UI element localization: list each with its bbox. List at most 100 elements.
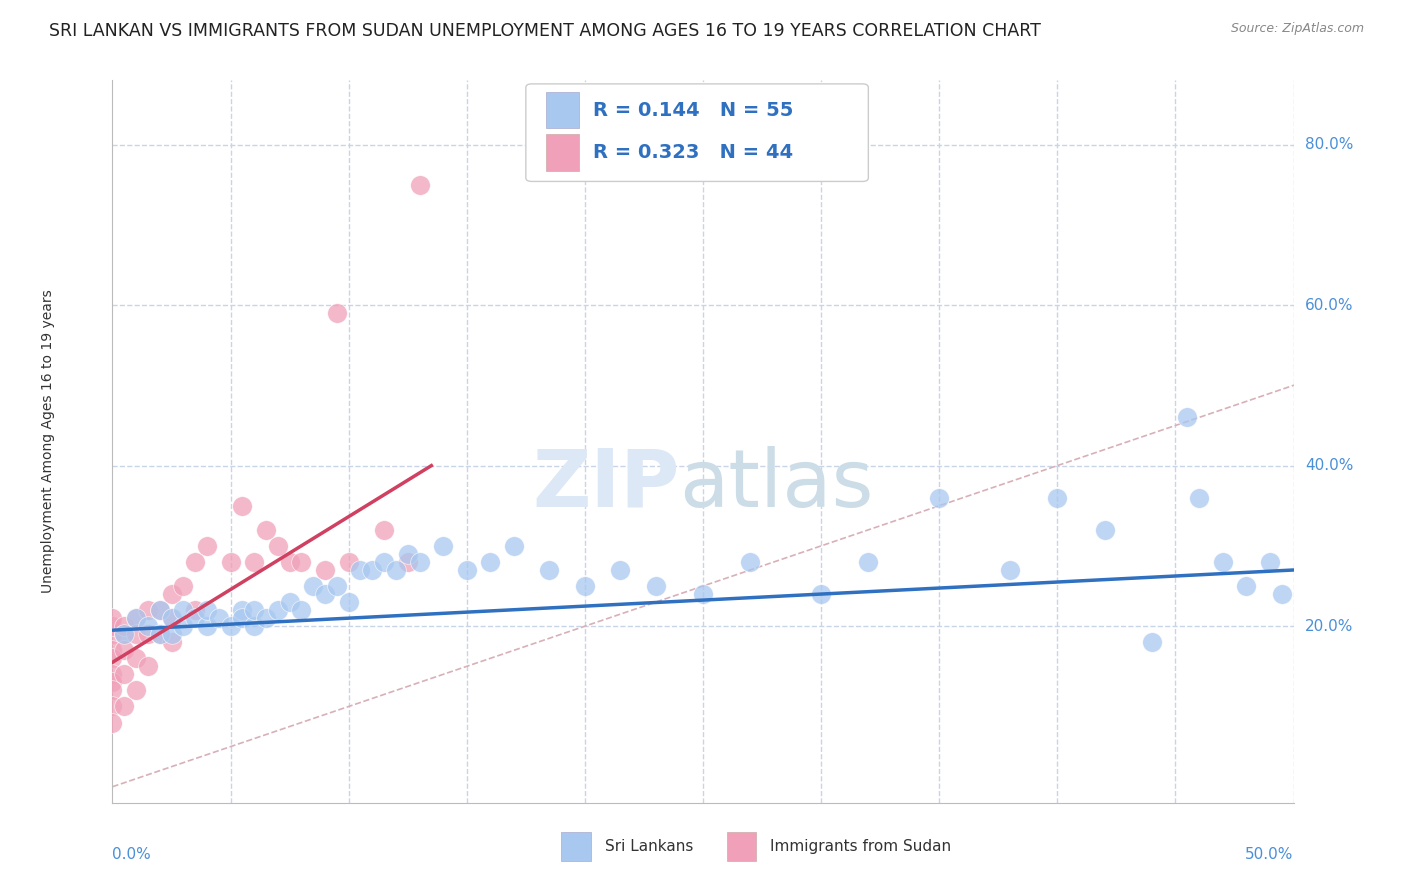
Point — [112, 667, 135, 681]
Point — [1212, 555, 1234, 569]
Point — [125, 627, 148, 641]
Point — [1140, 635, 1163, 649]
Point — [101, 667, 124, 681]
Point — [125, 611, 148, 625]
Point — [337, 555, 360, 569]
Point — [290, 555, 312, 569]
Point — [149, 627, 172, 641]
Point — [1046, 491, 1069, 505]
Point — [101, 683, 124, 698]
Point — [408, 178, 430, 192]
Point — [456, 563, 478, 577]
Point — [149, 603, 172, 617]
Point — [740, 555, 762, 569]
Text: 0.0%: 0.0% — [112, 847, 152, 862]
Point — [231, 499, 253, 513]
Point — [644, 579, 666, 593]
Point — [574, 579, 596, 593]
Point — [314, 563, 336, 577]
Text: Immigrants from Sudan: Immigrants from Sudan — [770, 838, 952, 854]
Text: SRI LANKAN VS IMMIGRANTS FROM SUDAN UNEMPLOYMENT AMONG AGES 16 TO 19 YEARS CORRE: SRI LANKAN VS IMMIGRANTS FROM SUDAN UNEM… — [49, 22, 1040, 40]
Point — [1271, 587, 1294, 601]
Point — [136, 603, 159, 617]
Point — [184, 555, 207, 569]
Point — [195, 539, 218, 553]
Point — [928, 491, 950, 505]
Point — [125, 611, 148, 625]
Point — [432, 539, 454, 553]
Point — [101, 611, 124, 625]
Point — [231, 603, 253, 617]
Point — [278, 555, 301, 569]
Point — [101, 675, 124, 690]
Text: 50.0%: 50.0% — [1246, 847, 1294, 862]
Text: R = 0.144   N = 55: R = 0.144 N = 55 — [593, 101, 793, 120]
Point — [136, 627, 159, 641]
Point — [385, 563, 408, 577]
Point — [254, 611, 277, 625]
Text: 80.0%: 80.0% — [1305, 137, 1354, 152]
Point — [243, 555, 266, 569]
Point — [810, 587, 832, 601]
Point — [112, 627, 135, 641]
Point — [172, 603, 194, 617]
FancyBboxPatch shape — [561, 831, 591, 861]
Point — [267, 539, 290, 553]
Point — [361, 563, 384, 577]
Text: Sri Lankans: Sri Lankans — [605, 838, 693, 854]
Text: 60.0%: 60.0% — [1305, 298, 1354, 312]
Point — [184, 611, 207, 625]
Point — [160, 611, 183, 625]
Point — [326, 306, 349, 320]
Text: Unemployment Among Ages 16 to 19 years: Unemployment Among Ages 16 to 19 years — [41, 290, 55, 593]
Point — [302, 579, 325, 593]
Point — [1234, 579, 1257, 593]
Point — [1094, 523, 1116, 537]
Point — [160, 611, 183, 625]
Point — [208, 611, 231, 625]
Point — [149, 603, 172, 617]
Point — [396, 555, 419, 569]
Text: R = 0.323   N = 44: R = 0.323 N = 44 — [593, 143, 793, 162]
Point — [290, 603, 312, 617]
Point — [112, 699, 135, 714]
Point — [101, 619, 124, 633]
Point — [149, 627, 172, 641]
Point — [396, 547, 419, 561]
Point — [254, 523, 277, 537]
Text: ZIP: ZIP — [531, 446, 679, 524]
Point — [125, 683, 148, 698]
FancyBboxPatch shape — [727, 831, 756, 861]
Point — [267, 603, 290, 617]
Point — [373, 523, 395, 537]
Point — [101, 627, 124, 641]
Text: 40.0%: 40.0% — [1305, 458, 1354, 473]
Point — [172, 619, 194, 633]
Point — [184, 603, 207, 617]
Point — [136, 659, 159, 673]
FancyBboxPatch shape — [546, 92, 579, 128]
Point — [503, 539, 526, 553]
Point — [112, 619, 135, 633]
Point — [479, 555, 502, 569]
Point — [243, 619, 266, 633]
Point — [136, 619, 159, 633]
Point — [998, 563, 1021, 577]
Point — [1258, 555, 1281, 569]
Point — [373, 555, 395, 569]
Point — [195, 603, 218, 617]
Point — [101, 643, 124, 657]
Point — [858, 555, 880, 569]
Point — [101, 651, 124, 665]
Point — [172, 579, 194, 593]
Point — [160, 635, 183, 649]
Point — [219, 555, 242, 569]
Point — [349, 563, 371, 577]
Text: Source: ZipAtlas.com: Source: ZipAtlas.com — [1230, 22, 1364, 36]
Point — [408, 555, 430, 569]
Point — [219, 619, 242, 633]
Point — [1175, 410, 1198, 425]
Point — [195, 619, 218, 633]
Point — [278, 595, 301, 609]
Text: 20.0%: 20.0% — [1305, 619, 1354, 633]
